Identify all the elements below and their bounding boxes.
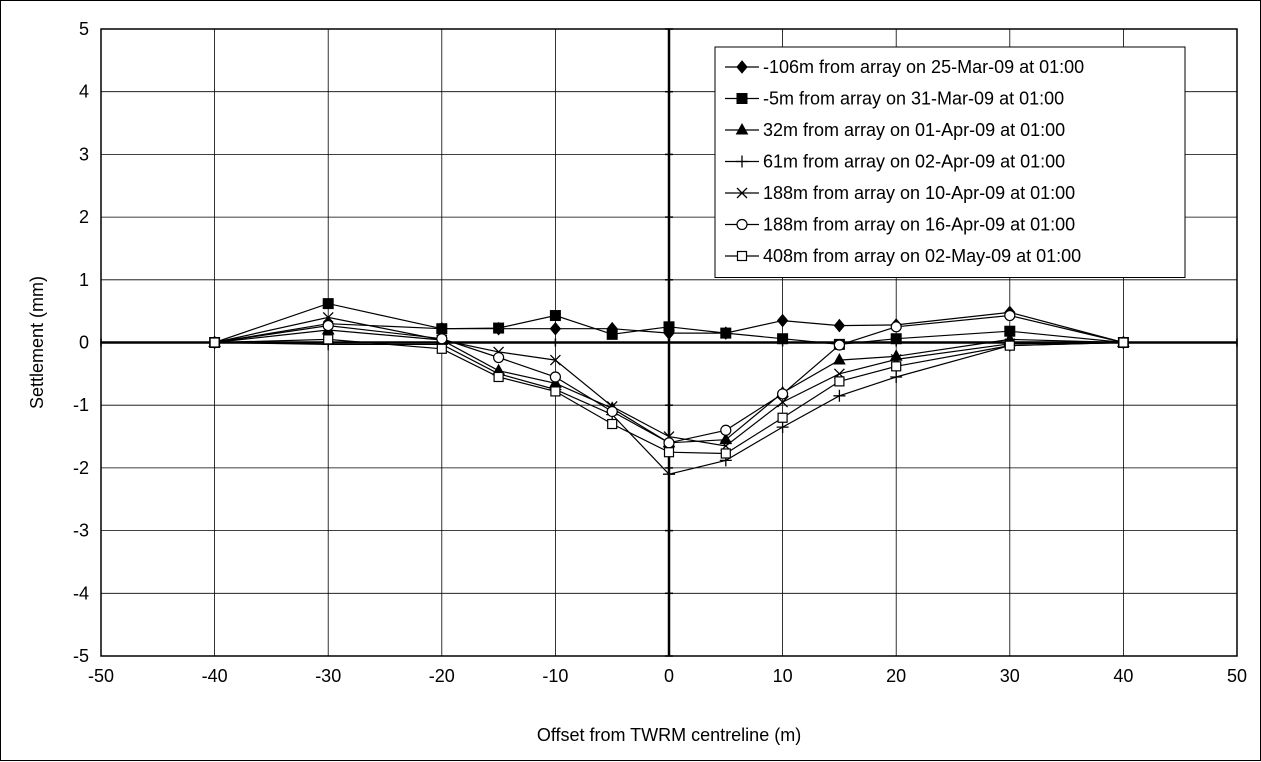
legend-entry: 32m from array on 01-Apr-09 at 01:00 — [725, 120, 1065, 140]
y-axis-title: Settlement (mm) — [27, 276, 47, 409]
x-tick-label: 30 — [1000, 666, 1020, 686]
x-tick-label: -20 — [429, 666, 455, 686]
legend-marker — [736, 60, 748, 74]
legend-marker — [736, 155, 748, 168]
x-tick-label: 10 — [773, 666, 793, 686]
legend-marker — [736, 93, 748, 104]
data-point — [606, 405, 618, 418]
legend-label: 188m from array on 16-Apr-09 at 01:00 — [763, 215, 1075, 235]
data-point — [493, 322, 505, 334]
y-tick-label: -1 — [73, 395, 89, 415]
x-tick-label: 0 — [664, 666, 674, 686]
data-point — [607, 418, 618, 430]
data-point — [719, 432, 733, 445]
data-point — [833, 318, 846, 333]
legend-entry: 408m from array on 02-May-09 at 01:00 — [725, 246, 1081, 266]
y-tick-label: 1 — [79, 270, 89, 290]
x-tick-label: -40 — [202, 666, 228, 686]
legend-marker — [735, 122, 749, 135]
data-point — [436, 343, 447, 354]
legend: -106m from array on 25-Mar-09 at 01:00 -5… — [714, 46, 1186, 278]
y-tick-label: -3 — [73, 521, 89, 541]
data-point — [777, 396, 789, 408]
x-axis-title: Offset from TWRM centreline (m) — [537, 725, 801, 745]
x-tick-label: 40 — [1113, 666, 1133, 686]
zero-axes — [100, 28, 1238, 657]
data-point — [663, 447, 675, 458]
data-point — [549, 354, 561, 366]
y-tick-label: 0 — [79, 333, 89, 353]
data-point — [776, 388, 789, 400]
data-point — [493, 371, 504, 383]
x-tick-label: 20 — [886, 666, 906, 686]
legend-marker — [736, 218, 748, 231]
data-point — [549, 371, 562, 383]
data-point — [436, 323, 448, 335]
data-point — [323, 334, 334, 345]
y-tick-label: 2 — [79, 207, 89, 227]
tick-labels: -50 -40 -30 -20 -10 0 10 20 30 40 50-5-4-3-2-10123… — [73, 19, 1247, 686]
data-point — [833, 339, 846, 351]
legend-entry: 188m from array on 10-Apr-09 at 01:00 — [725, 183, 1075, 203]
data-point — [833, 353, 846, 365]
data-point — [1118, 337, 1129, 348]
data-point — [720, 448, 731, 459]
data-point — [663, 321, 675, 333]
data-point — [550, 386, 561, 397]
series-7 — [209, 334, 1129, 459]
legend-label: 32m from array on 01-Apr-09 at 01:00 — [763, 120, 1065, 140]
data-point — [891, 361, 902, 372]
data-point — [833, 389, 846, 402]
data-point — [776, 313, 789, 328]
legend-entry: -5m from array on 31-Mar-09 at 01:00 — [725, 89, 1064, 109]
data-point — [720, 327, 732, 339]
data-point — [890, 370, 903, 383]
data-point — [1004, 340, 1015, 351]
legend-label: 188m from array on 10-Apr-09 at 01:00 — [763, 183, 1075, 203]
data-point — [777, 412, 788, 423]
x-tick-label: -10 — [542, 666, 568, 686]
data-point — [549, 310, 561, 322]
x-tick-label: -30 — [315, 666, 341, 686]
data-point — [1004, 309, 1016, 322]
y-tick-label: -2 — [73, 458, 89, 478]
data-point — [209, 337, 220, 348]
legend-marker — [736, 250, 748, 262]
legend-entry: 61m from array on 02-Apr-09 at 01:00 — [725, 152, 1065, 172]
data-point — [890, 321, 902, 333]
series-layer — [208, 298, 1130, 481]
data-point — [322, 298, 334, 310]
data-point — [549, 321, 562, 336]
legend-label: -106m from array on 25-Mar-09 at 01:00 — [763, 57, 1084, 77]
legend-label: -5m from array on 31-Mar-09 at 01:00 — [763, 89, 1064, 109]
legend-entry: -106m from array on 25-Mar-09 at 01:00 — [725, 57, 1084, 77]
legend-label: 61m from array on 02-Apr-09 at 01:00 — [763, 152, 1065, 172]
data-point — [777, 333, 789, 345]
x-tick-label: 50 — [1227, 666, 1247, 686]
y-tick-label: -5 — [73, 646, 89, 666]
data-point — [663, 437, 675, 449]
data-point — [322, 311, 334, 323]
y-tick-label: -4 — [73, 583, 89, 603]
data-point — [834, 376, 845, 387]
data-point — [606, 328, 618, 340]
data-point — [493, 351, 505, 364]
legend-marker — [736, 187, 748, 199]
legend-entry: 188m from array on 16-Apr-09 at 01:00 — [725, 215, 1075, 235]
y-tick-label: 5 — [79, 19, 89, 39]
legend-label: 408m from array on 02-May-09 at 01:00 — [763, 246, 1081, 266]
legend-box — [714, 46, 1186, 278]
data-point — [436, 333, 448, 345]
data-point — [776, 421, 789, 434]
y-tick-label: 4 — [79, 82, 89, 102]
data-point — [322, 319, 334, 332]
y-tick-label: 3 — [79, 144, 89, 164]
data-point — [890, 333, 902, 345]
x-tick-label: -50 — [88, 666, 114, 686]
data-point — [720, 424, 732, 436]
data-point — [663, 468, 675, 481]
